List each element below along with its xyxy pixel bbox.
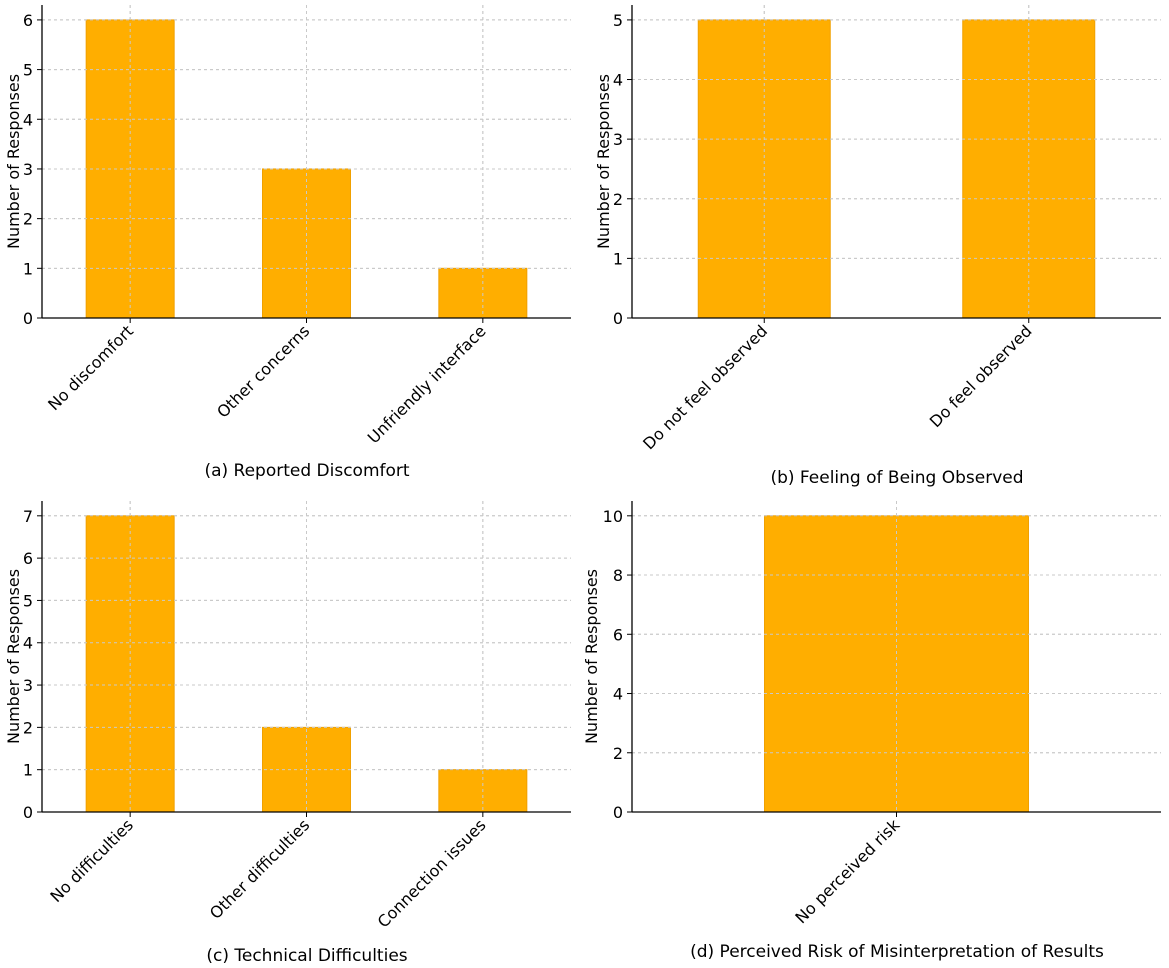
y-tick-label: 2 bbox=[613, 190, 623, 209]
x-tick-label: No difficulties bbox=[46, 815, 137, 906]
y-tick-label: 7 bbox=[23, 507, 33, 526]
x-tick-label: Unfriendly interface bbox=[364, 321, 490, 447]
y-tick-label: 1 bbox=[613, 249, 623, 268]
chart-panel-a: 0 1 2 3 4 5 6 No discomfort Other concerns Unfrie… bbox=[4, 5, 571, 481]
y-tick-label: 3 bbox=[23, 160, 33, 179]
x-tick-label: Do not feel observed bbox=[639, 321, 771, 453]
x-tick-label: Other difficulties bbox=[206, 815, 313, 922]
chart-panel-d: 0 2 4 6 8 10 No perceived risk Number of Respon… bbox=[582, 501, 1161, 962]
x-tick-label: No discomfort bbox=[44, 321, 137, 414]
y-tick-label: 0 bbox=[613, 803, 623, 822]
y-tick-label: 10 bbox=[603, 507, 623, 526]
y-tick-label: 0 bbox=[23, 803, 33, 822]
chart-caption: (d) Perceived Risk of Misinterpretation … bbox=[690, 942, 1104, 962]
y-tick-label: 5 bbox=[23, 61, 33, 80]
y-tick-label: 5 bbox=[613, 11, 623, 30]
y-tick-label: 3 bbox=[613, 130, 623, 149]
y-tick-label: 4 bbox=[613, 71, 623, 90]
y-axis-label: Number of Responses bbox=[582, 569, 601, 744]
y-axis-label: Number of Responses bbox=[4, 569, 23, 744]
x-tick-label: Other concerns bbox=[213, 321, 313, 421]
x-tick-label: Connection issues bbox=[374, 815, 490, 931]
y-tick-label: 4 bbox=[23, 110, 33, 129]
y-tick-label: 1 bbox=[23, 761, 33, 780]
chart-caption: (a) Reported Discomfort bbox=[204, 461, 409, 481]
chart-panel-c: 0 1 2 3 4 5 6 7 No difficulties Other difficultie… bbox=[4, 501, 571, 966]
y-tick-label: 2 bbox=[23, 210, 33, 229]
y-axis-label: Number of Responses bbox=[4, 74, 23, 249]
y-tick-label: 0 bbox=[23, 309, 33, 328]
y-axis-label: Number of Responses bbox=[594, 74, 613, 249]
y-tick-label: 5 bbox=[23, 591, 33, 610]
y-tick-label: 0 bbox=[613, 309, 623, 328]
x-tick-label: Do feel observed bbox=[926, 321, 1036, 431]
y-tick-label: 4 bbox=[613, 685, 623, 704]
y-tick-label: 3 bbox=[23, 676, 33, 695]
y-tick-label: 6 bbox=[23, 549, 33, 568]
chart-panel-b: 0 1 2 3 4 5 Do not feel observed Do feel observ… bbox=[594, 5, 1161, 488]
x-tick-label: No perceived risk bbox=[791, 815, 903, 927]
y-tick-label: 2 bbox=[23, 718, 33, 737]
y-tick-label: 6 bbox=[23, 11, 33, 30]
y-tick-label: 6 bbox=[613, 625, 623, 644]
y-tick-label: 1 bbox=[23, 259, 33, 278]
chart-caption: (c) Technical Difficulties bbox=[206, 946, 407, 966]
chart-caption: (b) Feeling of Being Observed bbox=[770, 468, 1023, 488]
y-tick-label: 2 bbox=[613, 744, 623, 763]
y-tick-label: 4 bbox=[23, 634, 33, 653]
y-tick-label: 8 bbox=[613, 566, 623, 585]
